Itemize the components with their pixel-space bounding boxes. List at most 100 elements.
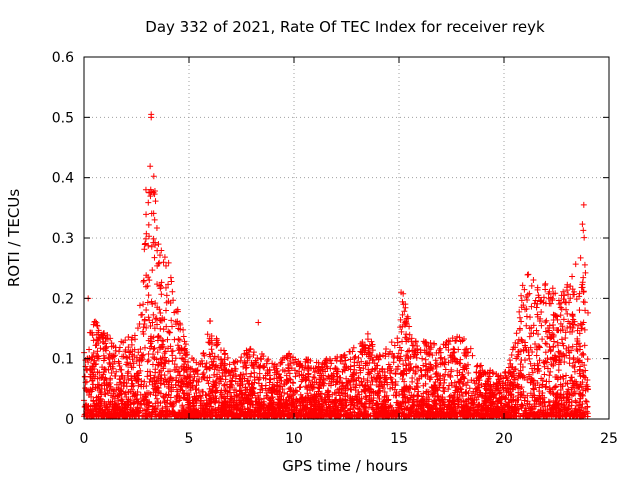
- data-point: [151, 325, 158, 332]
- data-point: [526, 355, 533, 362]
- data-point: [157, 252, 164, 259]
- data-point: [141, 241, 148, 248]
- data-point: [266, 379, 273, 386]
- data-point: [161, 372, 168, 379]
- data-point: [279, 386, 286, 393]
- data-point: [180, 333, 187, 340]
- data-point: [94, 381, 101, 388]
- data-point: [155, 241, 162, 248]
- data-point: [555, 367, 562, 374]
- data-point: [500, 385, 507, 392]
- data-point: [165, 328, 172, 335]
- data-point: [581, 299, 588, 306]
- data-point: [435, 393, 442, 400]
- data-point: [364, 377, 371, 384]
- data-point: [547, 368, 554, 375]
- data-point: [83, 378, 90, 385]
- data-point: [169, 357, 176, 364]
- data-point: [581, 342, 588, 349]
- data-point: [445, 386, 452, 393]
- data-point: [562, 380, 569, 387]
- data-point: [451, 346, 458, 353]
- data-point: [106, 359, 113, 366]
- data-point: [152, 198, 159, 205]
- data-point: [115, 397, 122, 404]
- data-point: [292, 373, 299, 380]
- data-point: [377, 379, 384, 386]
- data-point: [297, 383, 304, 390]
- data-point: [546, 329, 553, 336]
- data-point: [524, 271, 531, 278]
- data-point: [263, 360, 270, 367]
- data-point: [152, 316, 159, 323]
- data-point: [134, 395, 141, 402]
- data-point: [392, 392, 399, 399]
- data-point: [523, 313, 530, 320]
- data-point: [157, 285, 164, 292]
- data-point: [436, 347, 443, 354]
- data-point: [463, 382, 470, 389]
- data-point: [469, 352, 476, 359]
- data-point: [132, 336, 139, 343]
- data-point: [220, 347, 227, 354]
- data-point: [568, 374, 575, 381]
- data-point: [142, 235, 149, 242]
- data-point: [160, 338, 167, 345]
- data-point: [570, 354, 577, 361]
- data-point: [340, 390, 347, 397]
- data-point: [394, 335, 401, 342]
- data-point: [333, 357, 340, 364]
- data-point: [271, 361, 278, 368]
- data-point: [305, 370, 312, 377]
- data-point: [304, 356, 311, 363]
- data-point: [517, 348, 524, 355]
- data-point: [546, 378, 553, 385]
- data-point: [277, 382, 284, 389]
- data-point: [102, 340, 109, 347]
- data-point: [376, 378, 383, 385]
- data-point: [364, 330, 371, 337]
- data-point: [209, 350, 216, 357]
- data-point: [329, 391, 336, 398]
- data-point: [584, 356, 591, 363]
- data-point: [101, 376, 108, 383]
- data-point: [191, 373, 198, 380]
- data-point: [454, 395, 461, 402]
- data-point: [519, 402, 526, 409]
- data-point: [495, 381, 502, 388]
- data-point: [560, 351, 567, 358]
- data-point: [352, 353, 359, 360]
- data-point: [398, 370, 405, 377]
- data-point: [258, 356, 265, 363]
- data-point: [433, 349, 440, 356]
- data-point: [117, 366, 124, 373]
- data-point: [438, 354, 445, 361]
- data-point: [425, 388, 432, 395]
- data-point: [453, 337, 460, 344]
- data-point: [569, 343, 576, 350]
- data-point: [530, 385, 537, 392]
- data-point: [533, 304, 540, 311]
- data-point: [119, 353, 126, 360]
- data-point: [547, 346, 554, 353]
- data-point: [280, 354, 287, 361]
- data-point: [542, 328, 549, 335]
- data-point: [165, 392, 172, 399]
- data-point: [563, 372, 570, 379]
- data-point: [369, 341, 376, 348]
- data-point: [90, 321, 97, 328]
- data-point: [250, 349, 257, 356]
- data-point: [473, 363, 480, 370]
- data-point: [240, 363, 247, 370]
- data-point: [567, 323, 574, 330]
- data-point: [541, 359, 548, 366]
- data-point: [145, 199, 152, 206]
- data-point: [403, 335, 410, 342]
- data-point: [437, 345, 444, 352]
- data-point: [145, 357, 152, 364]
- data-point: [407, 360, 414, 367]
- data-point: [388, 376, 395, 383]
- data-point: [527, 314, 534, 321]
- data-point: [574, 335, 581, 342]
